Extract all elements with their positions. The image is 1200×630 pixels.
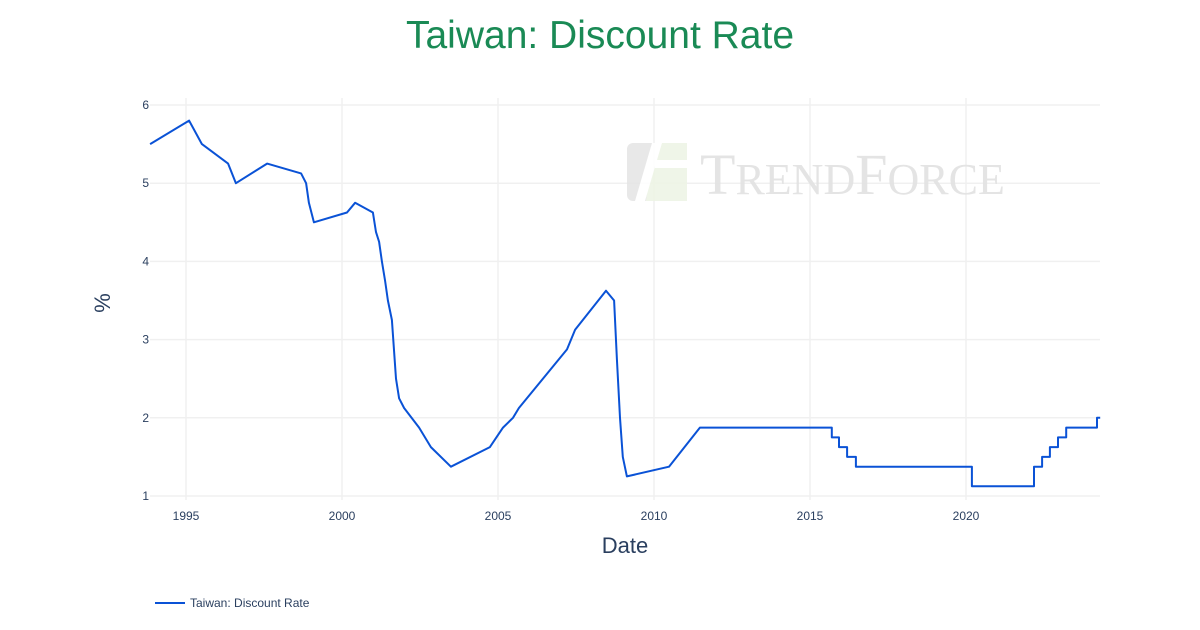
grid: [150, 98, 1100, 500]
x-tick-label: 2020: [953, 509, 980, 523]
x-axis-title: Date: [602, 533, 648, 558]
y-tick-label: 6: [142, 98, 149, 112]
y-tick-label: 1: [142, 489, 149, 503]
x-tick-label: 2010: [641, 509, 668, 523]
y-axis-title: %: [90, 293, 115, 313]
x-tick-label: 2015: [797, 509, 824, 523]
legend-line-swatch: [155, 602, 185, 604]
x-tick-label: 2005: [485, 509, 512, 523]
trendforce-watermark: TRENDFORCE: [627, 142, 1005, 207]
chart-title: Taiwan: Discount Rate: [405, 14, 795, 57]
y-tick-label: 4: [142, 254, 149, 268]
watermark-text: TRENDFORCE: [700, 142, 1005, 207]
series-line-taiwan-discount-rate: [149, 119, 1101, 488]
x-tick-label: 2000: [329, 509, 356, 523]
x-tick-label: 1995: [173, 509, 200, 523]
legend[interactable]: Taiwan: Discount Rate: [155, 596, 309, 610]
y-tick-label: 2: [142, 411, 149, 425]
y-tick-label: 3: [142, 333, 149, 347]
legend-label: Taiwan: Discount Rate: [190, 596, 310, 610]
y-tick-label: 5: [142, 176, 149, 190]
